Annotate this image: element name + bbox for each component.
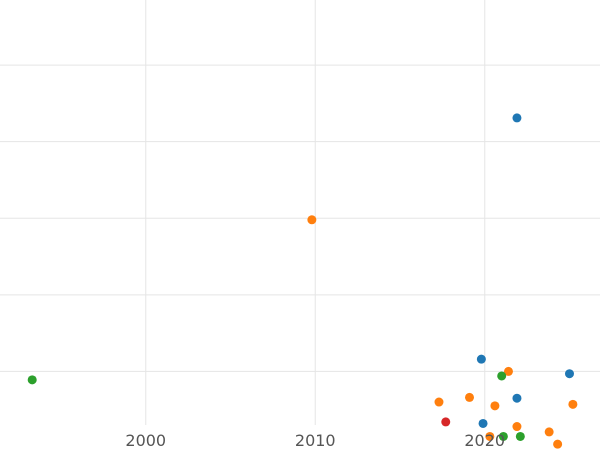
scatter-point: [512, 113, 522, 123]
scatter-point: [485, 431, 495, 441]
data-points: [27, 113, 578, 449]
scatter-point: [307, 215, 317, 225]
x-tick-label: 2020: [464, 431, 505, 450]
x-tick-labels: 2000 2010 2020: [125, 431, 505, 450]
x-tick-label: 2010: [295, 431, 336, 450]
scatter-point: [476, 354, 486, 364]
scatter-point: [564, 369, 574, 379]
scatter-point: [568, 399, 578, 409]
x-gridlines: [145, 0, 486, 425]
scatter-point: [497, 371, 507, 381]
scatter-point: [512, 393, 522, 403]
scatter-point: [464, 392, 474, 402]
scatter-point: [490, 401, 500, 411]
scatter-point: [434, 397, 444, 407]
scatter-point: [503, 366, 513, 376]
scatter-point: [498, 431, 508, 441]
y-gridlines: [0, 64, 600, 372]
scatter-point: [515, 431, 525, 441]
scatter-point: [478, 418, 488, 428]
x-tick-label: 2000: [125, 431, 166, 450]
scatter-point: [441, 417, 451, 427]
scatter-point: [553, 439, 563, 449]
scatter-point: [544, 427, 554, 437]
scatter-point: [512, 422, 522, 432]
scatter-point: [27, 375, 37, 385]
